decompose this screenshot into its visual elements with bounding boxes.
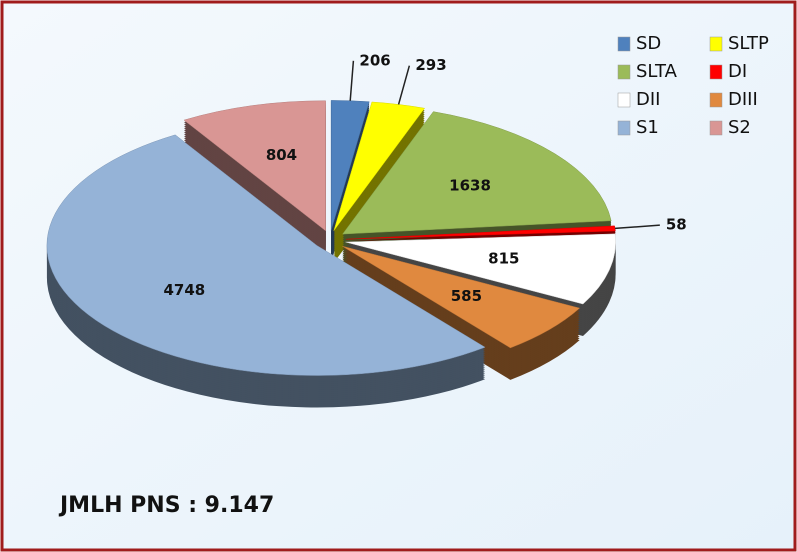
legend-label: SLTA xyxy=(636,61,678,82)
data-label: 58 xyxy=(666,216,687,234)
legend-swatch xyxy=(709,36,723,52)
slice xyxy=(183,100,326,232)
slice xyxy=(342,111,612,235)
data-label: 206 xyxy=(359,51,390,69)
slice xyxy=(342,245,581,349)
data-label: 804 xyxy=(266,146,297,164)
legend-label: DI xyxy=(728,61,747,82)
leader-line xyxy=(349,60,355,101)
legend-swatch xyxy=(617,64,631,80)
legend-swatch xyxy=(617,36,631,52)
legend-swatch xyxy=(617,92,631,108)
legend-label: S2 xyxy=(728,117,751,138)
leader-line xyxy=(614,224,660,230)
legend-swatch xyxy=(709,92,723,108)
legend: SD SLTP SLTA DI DII DIII S1 S2 xyxy=(617,33,769,138)
slice-tops xyxy=(46,100,616,376)
data-label: 815 xyxy=(488,249,519,267)
data-label: 585 xyxy=(451,287,482,305)
legend-swatch xyxy=(709,120,723,136)
slice xyxy=(46,134,486,376)
legend-swatch xyxy=(709,64,723,80)
legend-swatch xyxy=(617,120,631,136)
slice xyxy=(345,233,616,305)
legend-label: DII xyxy=(636,89,660,110)
total-annotation: JMLH PNS : 9.147 xyxy=(58,493,274,518)
legend-label: SLTP xyxy=(728,33,769,54)
data-labels: 206 293 1638 58 815 585 4748 804 xyxy=(163,51,686,304)
data-label: 293 xyxy=(415,56,446,74)
legend-label: DIII xyxy=(728,89,758,110)
data-label: 1638 xyxy=(449,176,491,194)
data-label: 4748 xyxy=(163,281,205,299)
legend-label: S1 xyxy=(636,117,659,138)
legend-label: SD xyxy=(636,33,661,54)
leader-line xyxy=(397,65,411,105)
